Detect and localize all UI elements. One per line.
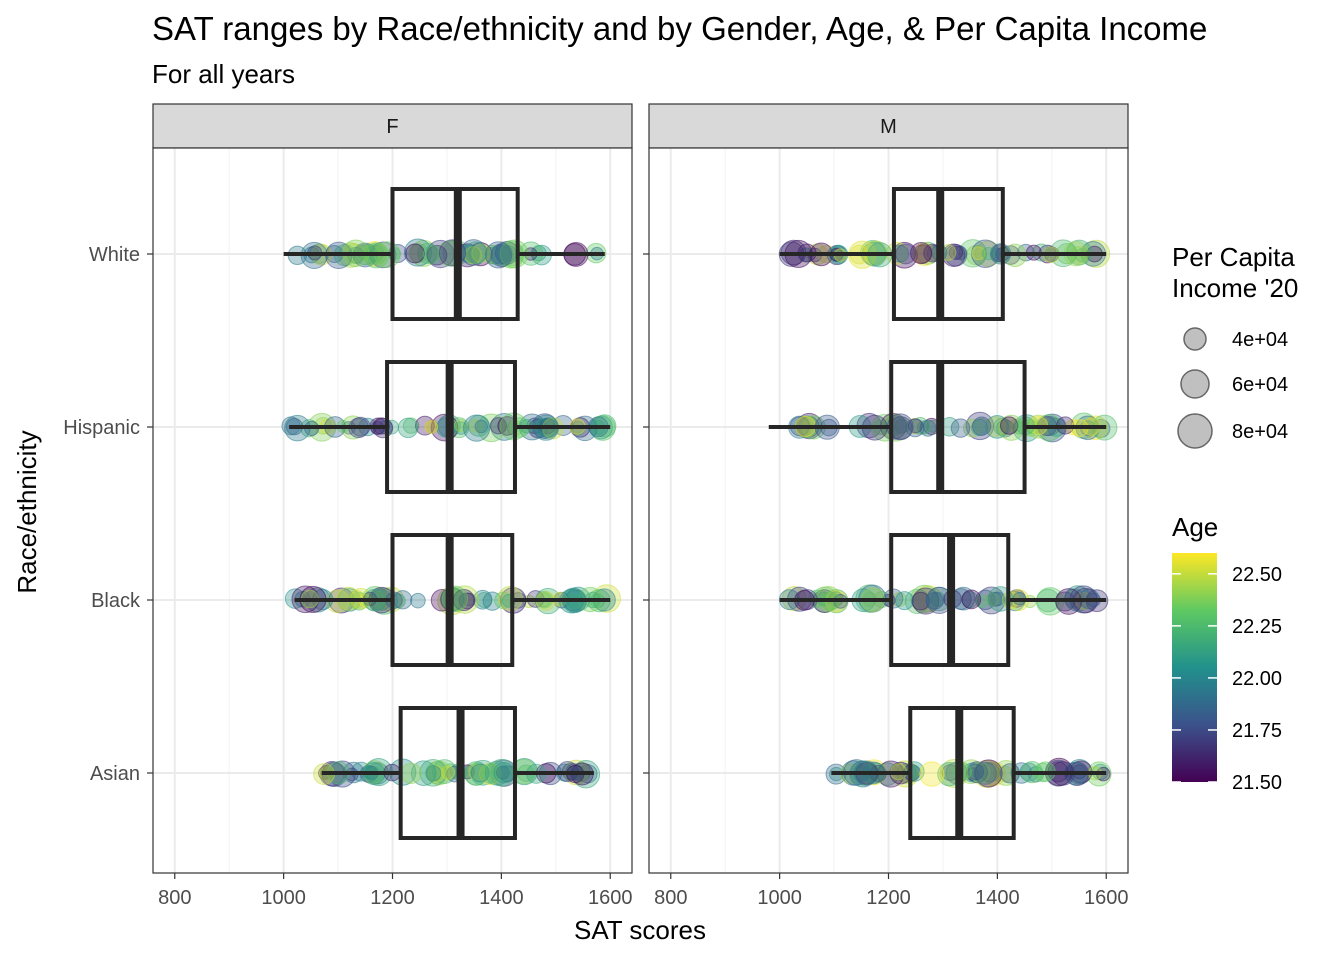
- data-point: [484, 760, 510, 786]
- data-point: [971, 246, 986, 261]
- x-tick-label: 1000: [757, 887, 802, 909]
- y-tick-label: Black: [91, 590, 141, 612]
- size-legend-key: [1183, 327, 1207, 351]
- colorbar: [1172, 553, 1217, 782]
- data-point: [972, 416, 992, 436]
- box-plot-asian: [831, 706, 1107, 840]
- data-point: [470, 759, 496, 786]
- box-plot-hispanic: [768, 360, 1107, 494]
- facet-panel-m: M 800 1000 1200 1400 1600: [643, 103, 1129, 909]
- box-plot-black: [294, 533, 611, 667]
- size-legend-key: [1177, 413, 1213, 449]
- x-tick-label: 1200: [866, 887, 911, 909]
- data-point: [484, 241, 513, 269]
- facet-panels: F 800 1000 1200 1400 1600 White Hispanic Black As…: [63, 103, 1129, 909]
- box-plot-white: [283, 187, 605, 321]
- size-legend-key: [1180, 369, 1210, 399]
- data-point: [410, 592, 426, 609]
- box-iqr: [889, 360, 1027, 494]
- x-tick-label: 1200: [370, 887, 415, 909]
- chart-title: SAT ranges by Race/ethnicity and by Gend…: [152, 10, 1207, 47]
- x-tick-label: 1400: [479, 887, 524, 909]
- data-point: [912, 587, 940, 615]
- chart-subtitle: For all years: [152, 59, 295, 89]
- x-axis-title: SAT scores: [574, 915, 706, 945]
- data-point: [468, 419, 483, 433]
- data-point: [911, 591, 931, 611]
- x-tick-label: 800: [158, 887, 191, 909]
- color-legend: Age 22.50 22.25 22.00 21.75 21.50: [1172, 512, 1282, 794]
- x-tick-label: 800: [654, 887, 687, 909]
- data-point: [985, 415, 1009, 439]
- data-point: [999, 416, 1019, 435]
- y-tick-label: Hispanic: [63, 417, 140, 439]
- size-legend-label: 8e+04: [1232, 421, 1288, 443]
- data-point: [419, 758, 447, 787]
- data-point: [919, 419, 937, 437]
- data-point: [400, 762, 422, 784]
- data-point: [405, 243, 425, 264]
- colorbar-tick-label: 22.00: [1232, 668, 1282, 690]
- colorbar-tick-label: 22.50: [1232, 564, 1282, 586]
- data-point: [985, 592, 1000, 607]
- data-point: [422, 244, 442, 264]
- box-plot-white: [779, 187, 1107, 321]
- data-point: [950, 418, 971, 438]
- size-legend-label: 6e+04: [1232, 374, 1288, 396]
- facet-strip: [152, 103, 633, 149]
- data-point: [397, 417, 419, 439]
- data-point: [962, 418, 982, 438]
- y-tick-label: Asian: [90, 763, 140, 785]
- data-point: [463, 414, 491, 442]
- box-plot-hispanic: [289, 360, 611, 494]
- box-iqr: [891, 187, 1005, 321]
- size-legend-title: Income '20: [1172, 273, 1298, 303]
- facet-panel-f: F 800 1000 1200 1400 1600 White Hispanic Black As…: [63, 103, 633, 909]
- colorbar-tick-label: 22.25: [1232, 616, 1282, 638]
- data-point: [410, 760, 437, 786]
- data-point: [894, 591, 915, 611]
- size-legend-label: 4e+04: [1232, 329, 1288, 351]
- facet-strip-label: M: [880, 116, 897, 138]
- data-point: [424, 420, 439, 434]
- data-point: [981, 246, 996, 261]
- data-point: [967, 763, 985, 781]
- data-point: [464, 241, 488, 265]
- x-tick-label: 1600: [588, 887, 633, 909]
- color-legend-title: Age: [1172, 512, 1218, 542]
- data-point: [971, 418, 989, 437]
- data-point: [895, 243, 916, 265]
- facet-strip-label: F: [386, 116, 398, 138]
- colorbar-tick-label: 21.50: [1232, 772, 1282, 794]
- data-point: [925, 591, 944, 610]
- data-point: [910, 241, 933, 265]
- data-point: [919, 761, 945, 787]
- box-plot-asian: [321, 706, 594, 840]
- x-tick-label: 1400: [975, 887, 1020, 909]
- colorbar-tick-label: 21.75: [1232, 720, 1282, 742]
- data-point: [905, 418, 925, 438]
- facet-strip: [648, 103, 1129, 149]
- y-tick-label: White: [89, 244, 140, 266]
- data-point: [474, 419, 488, 434]
- data-point: [440, 765, 456, 780]
- y-axis-title: Race/ethnicity: [12, 430, 42, 593]
- box-plot-black: [779, 533, 1107, 667]
- data-point: [402, 417, 420, 434]
- x-tick-label: 1000: [261, 887, 306, 909]
- data-point: [961, 589, 982, 610]
- size-legend-title: Per Capita: [1172, 242, 1295, 272]
- x-tick-label: 1600: [1084, 887, 1129, 909]
